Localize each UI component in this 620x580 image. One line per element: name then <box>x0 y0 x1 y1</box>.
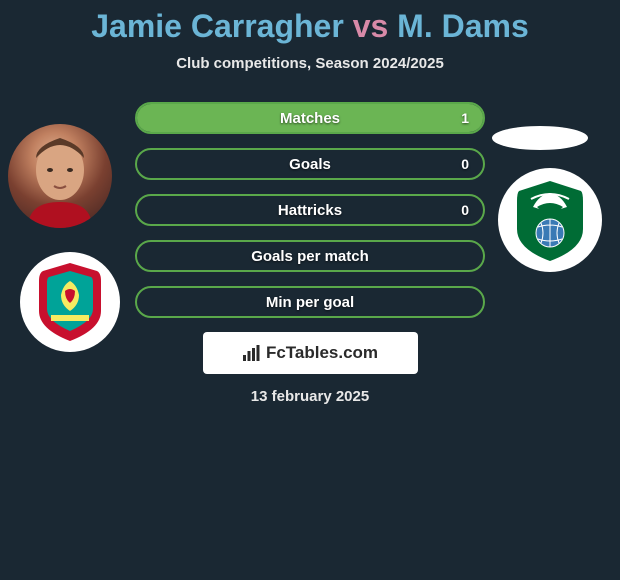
stat-label: Min per goal <box>266 294 354 311</box>
brand-pill[interactable]: FcTables.com <box>203 332 418 374</box>
stat-row: Hattricks 0 <box>135 194 485 226</box>
stat-label: Goals per match <box>251 248 369 265</box>
vs-text: vs <box>353 8 389 44</box>
stat-label: Hattricks <box>278 202 342 219</box>
stat-row: Matches 1 <box>135 102 485 134</box>
stat-value-right: 0 <box>461 202 469 218</box>
player1-name: Jamie Carragher <box>91 8 344 44</box>
stat-row: Goals per match <box>135 240 485 272</box>
player2-avatar-placeholder <box>492 126 588 150</box>
brand-text: FcTables.com <box>266 343 378 363</box>
stats-panel: Matches 1 Goals 0 Hattricks 0 Goals per match M… <box>135 102 485 318</box>
player1-club-crest <box>20 252 120 352</box>
stat-value-right: 0 <box>461 156 469 172</box>
stat-label: Goals <box>289 156 331 173</box>
subtitle: Club competitions, Season 2024/2025 <box>0 55 620 72</box>
player1-avatar <box>8 124 112 228</box>
stat-row: Goals 0 <box>135 148 485 180</box>
player2-club-crest <box>498 168 602 272</box>
al-ahli-crest-icon <box>511 177 589 263</box>
liverpool-crest-icon <box>35 261 105 343</box>
player2-name: M. Dams <box>397 8 529 44</box>
stat-value-right: 1 <box>461 110 469 126</box>
bar-chart-icon <box>242 345 262 361</box>
stat-label: Matches <box>280 110 340 127</box>
stat-row: Min per goal <box>135 286 485 318</box>
comparison-title: Jamie Carragher vs M. Dams <box>0 8 620 45</box>
date-text: 13 february 2025 <box>0 388 620 405</box>
